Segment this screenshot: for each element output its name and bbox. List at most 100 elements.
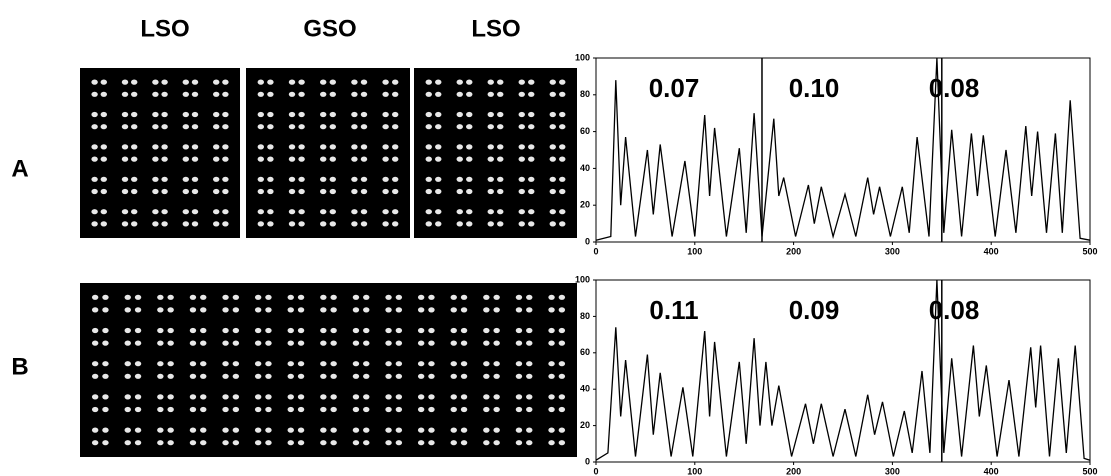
- spot: [222, 111, 229, 118]
- spot: [222, 91, 229, 97]
- spot: [213, 111, 220, 118]
- spot: [152, 124, 159, 130]
- spot: [222, 188, 229, 195]
- spot: [363, 327, 370, 334]
- spot: [254, 373, 262, 379]
- spot: [265, 340, 272, 346]
- spot: [425, 176, 432, 182]
- spot: [254, 340, 262, 346]
- y-tick-label: 60: [580, 347, 590, 357]
- spot: [417, 307, 425, 313]
- spot: [298, 79, 305, 85]
- spot: [152, 144, 159, 150]
- spot: [549, 209, 556, 215]
- spot: [360, 79, 368, 85]
- spot: [330, 406, 337, 413]
- spot: [435, 188, 442, 195]
- spot: [91, 440, 99, 446]
- spot: [297, 307, 305, 313]
- spot: [91, 294, 99, 300]
- column-label: LSO: [140, 15, 189, 42]
- spot: [428, 406, 435, 413]
- spot: [460, 427, 468, 433]
- spot: [515, 394, 523, 400]
- spot: [288, 156, 296, 162]
- spot: [152, 176, 159, 182]
- spot: [549, 124, 556, 130]
- spot: [450, 406, 457, 413]
- spot: [528, 79, 535, 85]
- spot: [320, 440, 327, 446]
- spot: [528, 209, 535, 215]
- spot: [121, 79, 129, 85]
- spot: [320, 406, 327, 413]
- spot: [254, 427, 262, 433]
- spot: [182, 111, 189, 118]
- spot: [320, 340, 327, 346]
- spot: [232, 340, 240, 346]
- spot: [395, 373, 403, 379]
- spot: [417, 427, 425, 433]
- spot: [456, 156, 463, 162]
- spot: [213, 209, 220, 215]
- spot: [428, 361, 435, 367]
- spot: [213, 91, 220, 97]
- spot: [100, 188, 108, 195]
- y-tick-label: 20: [580, 200, 590, 210]
- spot: [363, 427, 370, 433]
- spot: [497, 124, 504, 130]
- spot: [287, 361, 294, 367]
- spot: [456, 79, 463, 85]
- spot: [191, 91, 199, 97]
- x-tick-label: 100: [687, 466, 702, 476]
- spot: [167, 294, 174, 300]
- spot: [487, 144, 494, 150]
- spot: [257, 156, 264, 162]
- spot: [222, 144, 229, 150]
- spot: [558, 327, 566, 334]
- spot: [298, 124, 305, 130]
- spot: [428, 427, 435, 433]
- spot: [515, 307, 523, 313]
- spot: [329, 176, 336, 182]
- spot: [200, 340, 207, 346]
- y-tick-label: 0: [585, 456, 590, 466]
- spot: [121, 156, 129, 162]
- spot: [329, 188, 336, 195]
- spot: [157, 394, 164, 400]
- spot: [288, 176, 296, 182]
- spot: [200, 307, 207, 313]
- spot: [382, 176, 389, 182]
- spot: [288, 79, 296, 85]
- spot: [102, 361, 109, 367]
- spot: [456, 221, 463, 227]
- spot: [392, 91, 399, 97]
- spot: [417, 440, 425, 446]
- spot: [425, 111, 432, 118]
- spot: [559, 91, 566, 97]
- spot: [298, 209, 305, 215]
- spot: [450, 327, 457, 334]
- spot: [360, 188, 368, 195]
- x-tick-label: 0: [593, 466, 598, 476]
- spot: [395, 340, 403, 346]
- spot: [435, 79, 442, 85]
- spot: [91, 144, 98, 150]
- spot: [395, 307, 403, 313]
- spot: [549, 79, 556, 85]
- spot: [493, 427, 500, 433]
- spot: [518, 91, 525, 97]
- spot: [352, 406, 360, 413]
- spot: [124, 427, 131, 433]
- spectrum-line: [595, 57, 1091, 241]
- spot: [487, 91, 494, 97]
- spot: [265, 307, 272, 313]
- spot: [213, 156, 220, 162]
- spot: [548, 440, 555, 446]
- spot: [515, 361, 523, 367]
- spot: [232, 406, 240, 413]
- spot: [287, 340, 294, 346]
- spot: [385, 427, 392, 433]
- spot: [466, 221, 473, 227]
